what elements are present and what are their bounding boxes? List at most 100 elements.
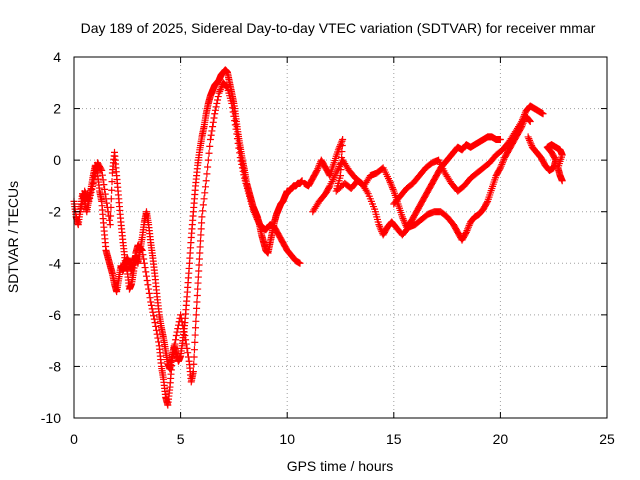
- data-point-s1: [200, 195, 208, 203]
- data-point-s1: [180, 328, 188, 336]
- data-point-s1: [179, 321, 187, 329]
- data-point-s1: [182, 336, 190, 344]
- data-point-s1: [142, 268, 150, 276]
- data-point-s1: [206, 136, 214, 144]
- data-point-s3: [500, 155, 508, 163]
- data-point-s1: [138, 246, 146, 254]
- data-point-s2: [389, 185, 397, 193]
- data-point-s1: [194, 273, 202, 281]
- data-point-s1: [193, 298, 201, 306]
- data-point-s1: [139, 251, 147, 259]
- data-point-s1: [197, 231, 205, 239]
- data-point-s1: [150, 315, 158, 323]
- data-point-s1: [79, 197, 87, 205]
- data-point-s1: [148, 305, 156, 313]
- data-point-s1: [214, 96, 222, 104]
- data-point-s1: [107, 203, 115, 211]
- data-point-s1: [88, 182, 96, 190]
- data-point-s1: [223, 83, 231, 91]
- y-tick-label: -6: [49, 307, 62, 323]
- data-point-s1: [195, 267, 203, 275]
- data-point-s1: [205, 149, 213, 157]
- data-point-s1: [86, 194, 94, 202]
- data-point-s1: [153, 330, 161, 338]
- data-point-s1: [217, 84, 225, 92]
- data-point-s1: [196, 237, 204, 245]
- data-point-s2: [338, 142, 346, 150]
- data-point-s1: [196, 249, 204, 257]
- data-point-s1: [169, 353, 177, 361]
- data-point-s1: [228, 104, 236, 112]
- data-point-s1: [154, 334, 162, 342]
- axis-ticks: [73, 56, 608, 419]
- data-point-s1: [191, 331, 199, 339]
- y-tick-label: 0: [53, 152, 61, 168]
- data-point-s1: [84, 196, 92, 204]
- data-point-s1: [152, 326, 160, 334]
- data-points: [70, 66, 566, 409]
- data-point-s3: [464, 223, 472, 231]
- data-point-s1: [203, 170, 211, 178]
- data-point-s5: [525, 135, 533, 143]
- x-tick-label: 10: [279, 431, 295, 447]
- data-point-s1: [236, 149, 244, 157]
- data-point-s1: [107, 195, 115, 203]
- data-point-s1: [195, 261, 203, 269]
- data-point-s2: [386, 177, 394, 185]
- data-point-s2: [314, 165, 322, 173]
- data-point-s1: [233, 130, 241, 138]
- data-point-s3: [376, 224, 384, 232]
- data-point-s1: [199, 207, 207, 215]
- data-point-s1: [238, 160, 246, 168]
- data-point-s1: [177, 314, 185, 322]
- data-point-s2: [388, 182, 396, 190]
- x-tick-label: 20: [493, 431, 509, 447]
- data-point-s1: [192, 324, 200, 332]
- data-point-s3: [483, 199, 491, 207]
- data-point-s1: [171, 340, 179, 348]
- data-point-s5: [558, 177, 566, 185]
- data-point-s2: [312, 168, 320, 176]
- data-point-s1: [210, 114, 218, 122]
- data-point-s1: [190, 353, 198, 361]
- data-point-s1: [143, 276, 151, 284]
- data-point-s2: [314, 163, 322, 171]
- data-point-s5: [524, 133, 532, 141]
- data-point-s2: [387, 180, 395, 188]
- data-point-s5: [526, 138, 534, 146]
- data-point-s1: [202, 177, 210, 185]
- x-tick-label: 15: [386, 431, 402, 447]
- data-point-s1: [238, 164, 246, 172]
- data-point-s1: [198, 213, 206, 221]
- chart-title: Day 189 of 2025, Sidereal Day-to-day VTE…: [81, 20, 596, 36]
- data-point-s1: [209, 118, 217, 126]
- y-axis-label: SDTVAR / TECUs: [5, 181, 21, 293]
- data-point-s1: [108, 186, 116, 194]
- data-point-s1: [100, 181, 108, 189]
- data-point-s3: [465, 221, 473, 229]
- data-point-s1: [233, 135, 241, 143]
- data-point-s1: [152, 322, 160, 330]
- data-point-s1: [206, 142, 214, 150]
- data-point-s1: [86, 191, 94, 199]
- data-point-s1: [77, 204, 85, 212]
- y-tick-label: -4: [49, 255, 62, 271]
- data-point-s3: [526, 117, 534, 125]
- data-point-s5: [527, 140, 535, 148]
- data-point-s1: [108, 178, 116, 186]
- data-point-s1: [197, 225, 205, 233]
- y-tick-label: -2: [49, 204, 62, 220]
- data-point-s2: [400, 218, 408, 226]
- data-point-s1: [145, 285, 153, 293]
- data-point-s1: [90, 176, 98, 184]
- data-point-s1: [204, 156, 212, 164]
- data-point-s1: [140, 255, 148, 263]
- data-point-s1: [240, 171, 248, 179]
- data-point-s2: [496, 136, 504, 144]
- data-point-s1: [207, 131, 215, 139]
- data-point-s4: [521, 111, 529, 119]
- data-point-s1: [182, 340, 190, 348]
- x-tick-label: 0: [70, 431, 78, 447]
- data-point-s2: [386, 178, 394, 186]
